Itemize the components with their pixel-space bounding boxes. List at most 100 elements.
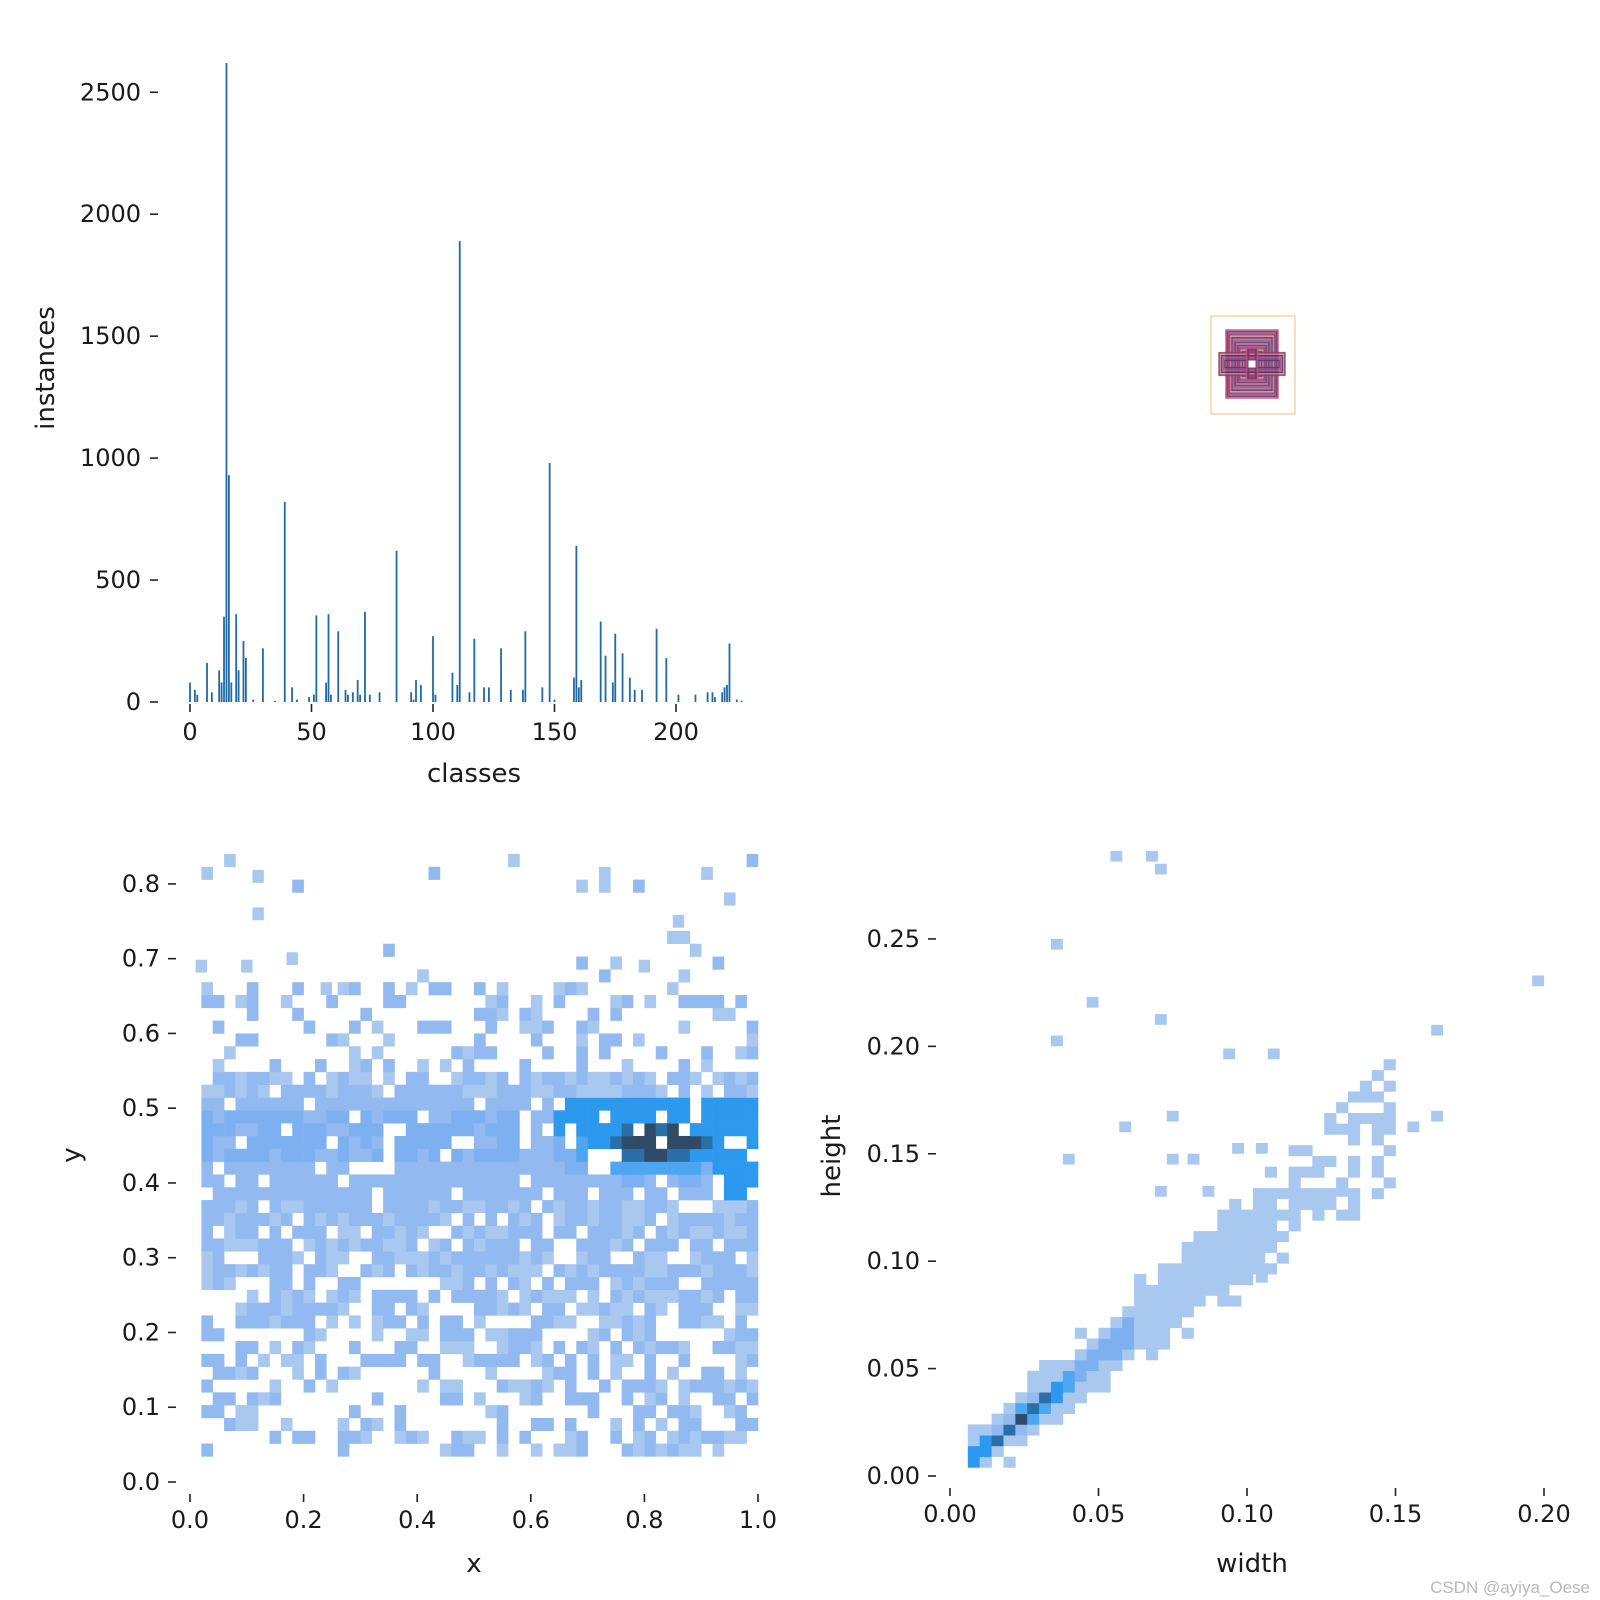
xy-cell (735, 1046, 747, 1060)
xy-cell (746, 1353, 759, 1367)
xy-cell (428, 1251, 441, 1265)
xy-cell (610, 1302, 622, 1316)
wh-cell (1229, 1252, 1242, 1264)
wh-cell (1122, 1317, 1135, 1329)
xy-cell (530, 1007, 543, 1021)
xy-cell (485, 1187, 498, 1201)
class-bar (410, 692, 413, 702)
xy-cell (405, 1225, 418, 1239)
xy-cell (689, 1225, 702, 1239)
wh-cell (1288, 1220, 1301, 1232)
xy-cell (474, 1123, 486, 1137)
xy-cell (542, 1315, 554, 1329)
xy-cell (212, 1135, 225, 1150)
xy-cell (519, 1161, 532, 1175)
xy-cell (735, 1161, 747, 1175)
xy-cell (633, 1379, 645, 1393)
class-bar (364, 611, 366, 702)
xy-cell (292, 1302, 304, 1316)
wh-cell (1039, 1413, 1052, 1425)
xy-cell (508, 1187, 520, 1201)
xy-cell (508, 1097, 520, 1111)
xy-cell (712, 1110, 725, 1124)
wh-cell (1264, 1231, 1277, 1243)
xy-cell (417, 1302, 429, 1316)
wh-cell (967, 1435, 980, 1447)
wh-cell (1264, 1241, 1277, 1253)
xy-cell (258, 1392, 270, 1406)
xy-cell (633, 879, 645, 893)
xy-cell (417, 1020, 429, 1034)
xy-cell (337, 1200, 350, 1214)
xy-cell (246, 1264, 259, 1278)
xy-cell (451, 1264, 463, 1278)
xy-cell (746, 1341, 759, 1355)
xy-cell (474, 1084, 486, 1098)
xy-cell (530, 1020, 543, 1034)
wh-cell (1252, 1252, 1266, 1264)
xy-cell (383, 1225, 395, 1239)
wh-cell (1300, 1145, 1313, 1157)
class-bar (541, 687, 544, 702)
xy-cell (496, 982, 509, 996)
xy-cell (519, 1379, 532, 1393)
xy-cell (462, 1289, 475, 1303)
wh-cell (1229, 1263, 1242, 1275)
xy-cell (485, 1302, 498, 1316)
xy-cell (360, 1417, 373, 1432)
xy-cell (292, 1251, 304, 1265)
class-bar (412, 699, 415, 702)
xy-cell (428, 1187, 441, 1201)
x-tick-label: 0.20 (1517, 1500, 1570, 1528)
xy-cell (428, 1123, 441, 1137)
class-bar (351, 692, 354, 702)
xy-cell (610, 1225, 622, 1239)
class-bar (451, 672, 454, 702)
xy-cell (496, 1007, 509, 1021)
xy-cell (701, 1161, 713, 1175)
xy-cell (326, 1123, 338, 1137)
wh-cell (1217, 1284, 1230, 1296)
xy-cell (303, 1379, 316, 1393)
xy-cell (417, 1148, 429, 1162)
wh-cell (1217, 1220, 1230, 1232)
xy-cell (474, 1289, 486, 1303)
xy-cell (587, 1225, 600, 1239)
class-bar (487, 687, 490, 702)
xy-cell (576, 1212, 588, 1226)
xy-cell (303, 1110, 316, 1124)
label-box (1220, 354, 1284, 373)
xy-cell (655, 1084, 668, 1098)
xy-cell (621, 1187, 634, 1201)
xy-cell (746, 1097, 759, 1111)
xy-cell (394, 1225, 407, 1239)
xy-cell (542, 1148, 554, 1162)
wh-cell (1193, 1252, 1206, 1264)
xy-cell (655, 1276, 668, 1291)
xy-cell (519, 1289, 532, 1303)
xy-cell (337, 1289, 350, 1303)
wh-cell (991, 1413, 1004, 1425)
xy-cell (735, 1071, 747, 1085)
xy-cell (212, 1020, 225, 1034)
xy-cell (383, 1187, 395, 1201)
xy-cell (542, 1302, 554, 1316)
wh-cell (1241, 1252, 1254, 1264)
class-bar (218, 670, 221, 702)
class-bar (740, 700, 743, 702)
class-bar (227, 475, 230, 702)
xy-cell (667, 1200, 679, 1214)
xy-cell (405, 1123, 418, 1137)
xy-cell (451, 1328, 463, 1342)
xy-cell (553, 1084, 566, 1098)
xy-cell (258, 1315, 270, 1329)
wh-cell (1205, 1231, 1218, 1243)
xy-cell (564, 1392, 577, 1406)
xy-cell (735, 1276, 747, 1291)
xy-cell (451, 1148, 463, 1162)
xy-cell (235, 1097, 248, 1111)
xy-cell (428, 1110, 441, 1124)
xy-cell (667, 1276, 679, 1291)
xy-cell (712, 1161, 725, 1175)
xy-cell (258, 1353, 270, 1367)
